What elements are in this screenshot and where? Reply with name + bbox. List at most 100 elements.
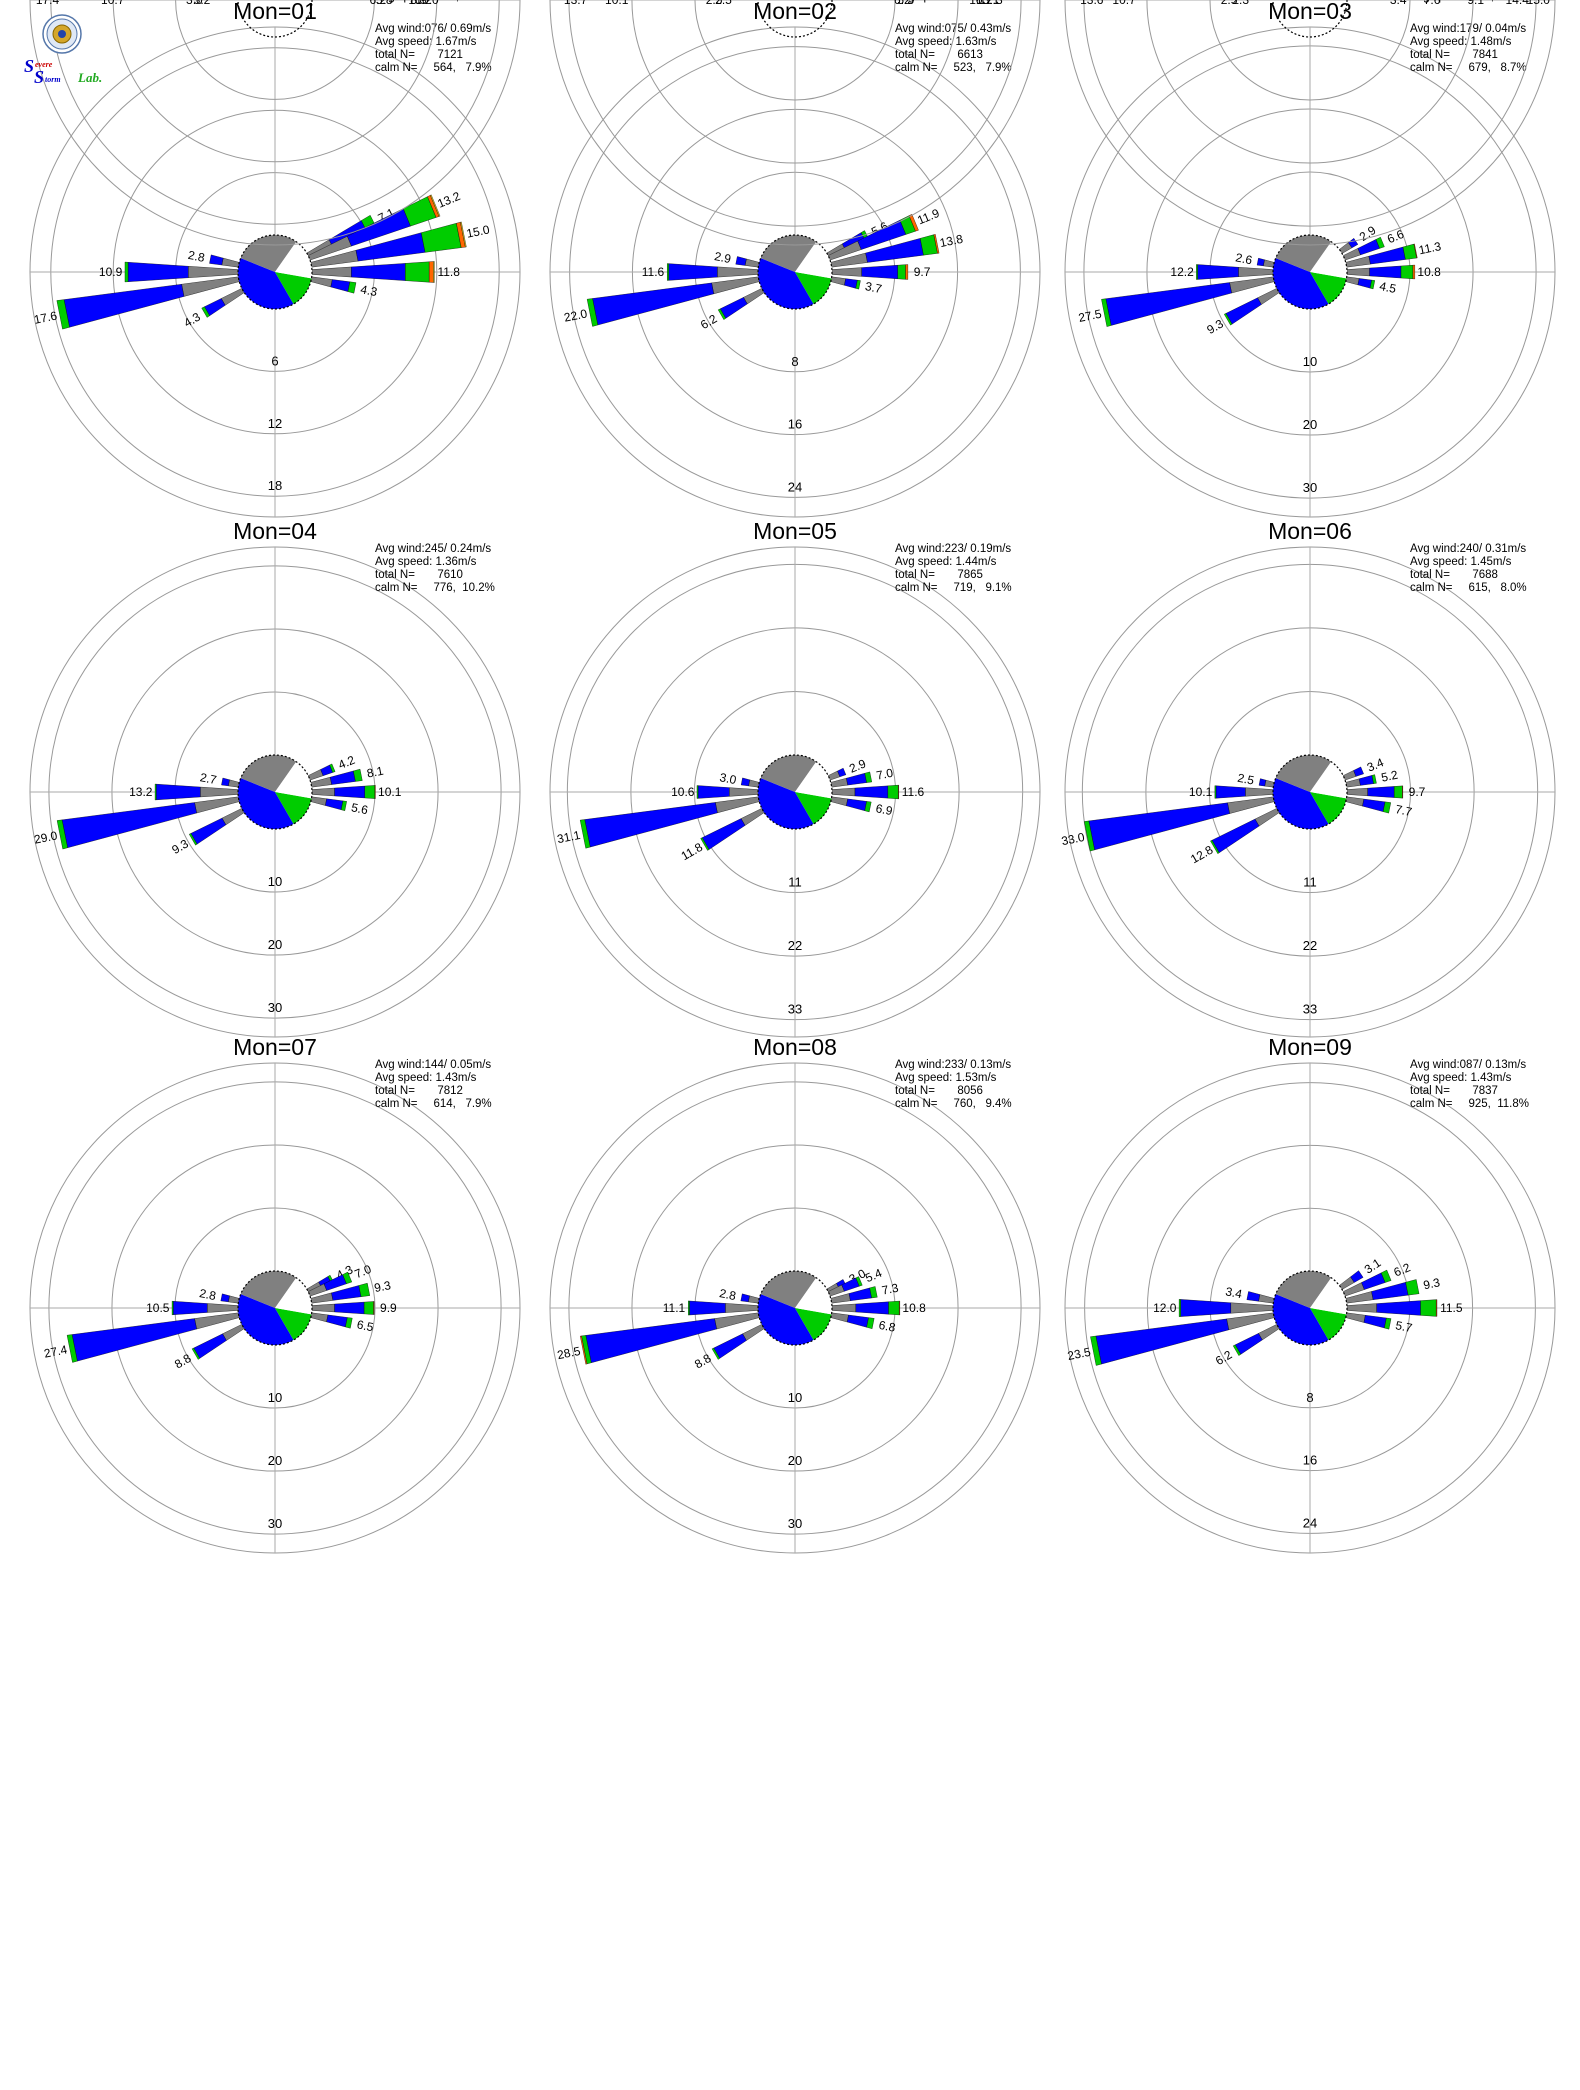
petal-segment bbox=[855, 1301, 889, 1315]
petal-value-label: 10.8 bbox=[1417, 265, 1441, 279]
petal-78.75: 7.0 bbox=[830, 766, 895, 788]
pie-white bbox=[275, 241, 313, 279]
info-line: calm N= 615, 8.0% bbox=[1410, 582, 1527, 594]
petal-segment bbox=[1436, 1299, 1438, 1317]
petal-segment bbox=[1215, 785, 1246, 799]
radius-tick-label: 33 bbox=[1303, 1002, 1317, 1017]
petal-value-label: 3.0 bbox=[718, 770, 737, 787]
petal-segment bbox=[351, 263, 406, 281]
pie-outline bbox=[757, 754, 833, 830]
petal-segment bbox=[1232, 1344, 1242, 1356]
petal-value-label: 5.6 bbox=[350, 800, 369, 817]
petal-segment bbox=[1345, 1312, 1366, 1323]
petal-segment bbox=[908, 213, 919, 232]
petal-value-label: 10.9 bbox=[99, 265, 123, 279]
petal-value-label: 15.0 bbox=[1527, 0, 1551, 7]
petal-segment bbox=[221, 808, 245, 826]
petal-segment bbox=[1197, 264, 1239, 280]
petal-segment bbox=[717, 266, 759, 278]
radius-tick-label: 12 bbox=[268, 0, 282, 3]
petal-value-label: 9.3 bbox=[373, 1278, 392, 1295]
petal-segment bbox=[846, 798, 867, 811]
petal-240: 8.8 bbox=[692, 1324, 765, 1371]
petal-segment bbox=[373, 1301, 375, 1315]
info-line: Avg speed: 1.58m/s bbox=[1410, 0, 1512, 3]
pie-blue bbox=[1272, 1294, 1329, 1345]
petal-segment bbox=[1258, 1324, 1280, 1341]
petal-281.25: 2.5 bbox=[706, 0, 723, 7]
petal-value-label: 29.0 bbox=[33, 828, 59, 846]
petal-270: 13.2 bbox=[129, 783, 239, 801]
petal-segment bbox=[228, 779, 240, 788]
petal-240: 3.2 bbox=[194, 0, 211, 7]
petal-segment bbox=[405, 261, 430, 283]
radius-tick-label: 24 bbox=[788, 479, 802, 494]
petal-segment bbox=[854, 785, 889, 799]
petal-value-label: 6.5 bbox=[356, 1317, 375, 1334]
info-line: total N= 8493 bbox=[375, 0, 463, 3]
petal-value-label: 2.8 bbox=[187, 248, 206, 265]
petal-value-label: 3.0 bbox=[186, 0, 203, 7]
petal-segment bbox=[311, 1303, 335, 1313]
petal-segment bbox=[697, 785, 730, 799]
petal-segment bbox=[1210, 839, 1220, 854]
info-line: total N= 7121 bbox=[375, 49, 463, 61]
info-line: Avg wind:087/ 0.13m/s bbox=[1410, 1059, 1526, 1071]
petal-value-label: 5.2 bbox=[1380, 768, 1399, 785]
petal-segment bbox=[1357, 239, 1380, 256]
petal-segment bbox=[325, 798, 344, 811]
pie-white bbox=[795, 1277, 833, 1315]
petal-segment bbox=[1345, 778, 1361, 788]
windrose-panel-1: Mon=01612187.113.215.011.84.34.317.610.9… bbox=[29, 0, 521, 518]
petal-segment bbox=[861, 264, 898, 280]
petal-segment bbox=[586, 298, 599, 327]
petal-value-label: 7.7 bbox=[1394, 802, 1413, 819]
petal-segment bbox=[1376, 1300, 1421, 1316]
petal-value-label: 9.3 bbox=[1422, 1275, 1441, 1292]
pie-green bbox=[275, 792, 312, 825]
petal-segment bbox=[1226, 1312, 1275, 1331]
petal-segment bbox=[1238, 267, 1274, 277]
petal-segment bbox=[1245, 787, 1274, 797]
petal-segment bbox=[837, 767, 847, 778]
info-line: calm N= 776, 10.2% bbox=[375, 582, 495, 594]
petal-value-label: 11.8 bbox=[679, 840, 706, 864]
petal-segment bbox=[855, 279, 861, 290]
petal-value-label: 11.5 bbox=[1440, 1301, 1463, 1315]
petal-101.25: 6.5 bbox=[310, 1312, 375, 1334]
info-line: total N= 6613 bbox=[895, 49, 983, 61]
petal-281.25: 2.6 bbox=[1234, 250, 1275, 267]
petal-segment bbox=[1353, 766, 1364, 777]
petal-281.25: 2.8 bbox=[718, 1286, 760, 1304]
info-line: Avg wind:074/ 0.41m/s bbox=[375, 0, 491, 3]
petal-segment bbox=[701, 818, 746, 850]
petal-segment bbox=[1357, 278, 1372, 289]
petal-78.75: 15.0 bbox=[310, 221, 491, 268]
petal-value-label: 10.1 bbox=[1189, 785, 1213, 799]
windrose-panel-5: Mon=05 11 22 33 2.9 7.0 11.6 6.9 11.8 31.1 10.6 3.0… bbox=[549, 518, 1041, 1038]
petal-value-label: 9.3 bbox=[169, 836, 191, 857]
info-line: total N= 8056 bbox=[895, 1085, 983, 1097]
petal-value-label: 10.7 bbox=[101, 0, 125, 7]
petal-value-label: 10.1 bbox=[605, 0, 629, 7]
petal-segment bbox=[1095, 1318, 1229, 1365]
panel-title: Mon=05 bbox=[753, 518, 837, 544]
petal-segment bbox=[1367, 786, 1395, 798]
logo-text-evere: evere bbox=[35, 60, 53, 69]
pie-white bbox=[1310, 1277, 1348, 1315]
petal-270: 11.1 bbox=[663, 1300, 759, 1316]
info-line: calm N= 925, 11.8% bbox=[1410, 1098, 1529, 1110]
petal-segment bbox=[740, 1293, 750, 1303]
petal-56.25: 6.2 bbox=[894, 0, 911, 7]
petal-segment bbox=[173, 1301, 208, 1315]
petal-value-label: 11.1 bbox=[663, 1301, 686, 1315]
petal-segment bbox=[1412, 264, 1416, 280]
pie-gray bbox=[1275, 754, 1332, 792]
petal-segment bbox=[326, 1314, 348, 1328]
petal-value-label: 11.3 bbox=[1418, 239, 1443, 257]
petal-segment bbox=[700, 837, 710, 851]
petal-281.25: 2.9 bbox=[713, 249, 760, 268]
petal-segment bbox=[933, 234, 940, 254]
